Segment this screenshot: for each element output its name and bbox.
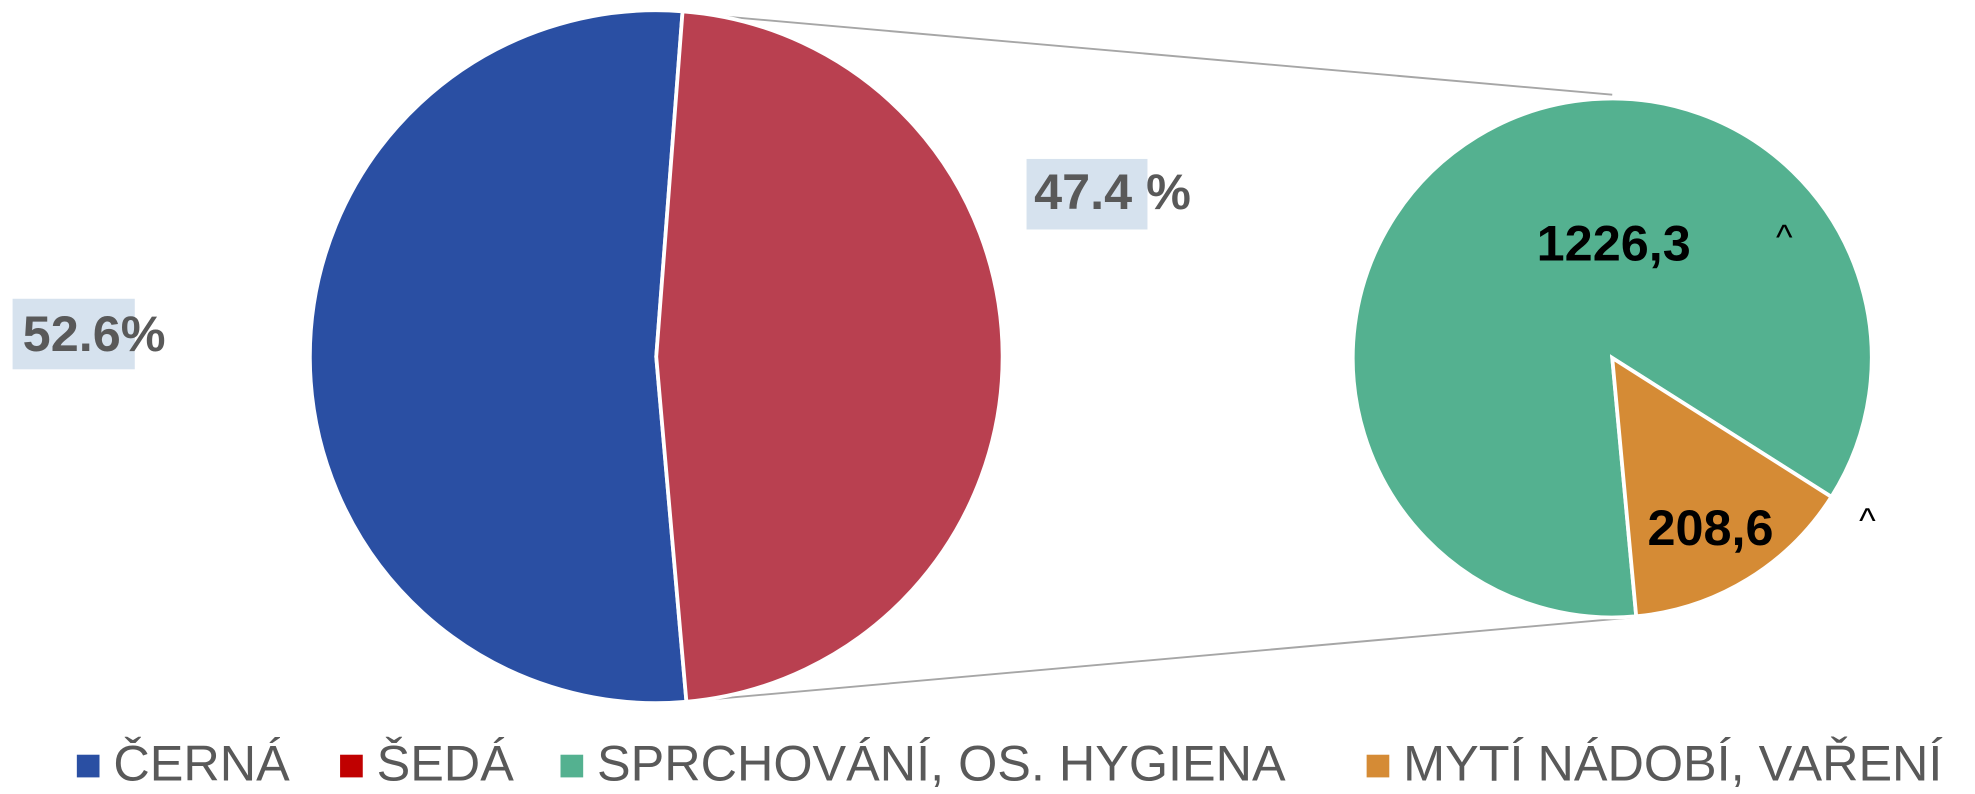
data-label: 47.4 % [1034, 163, 1191, 220]
annotation: ^ [1859, 501, 1876, 540]
data-label: 52.6% [23, 305, 166, 362]
pie-slice [307, 8, 689, 705]
legend-swatch [76, 754, 100, 778]
legend-swatch [560, 754, 584, 778]
legend-swatch [340, 754, 363, 778]
legend-label: MYTÍ NÁDOBÍ, VAŘENÍ [1403, 735, 1942, 792]
label-highlight [12, 298, 135, 370]
legend-swatch [1366, 754, 1390, 778]
label-highlight [1026, 158, 1148, 230]
legend-label: ČERNÁ [113, 735, 290, 792]
data-label: 1226,3 [1537, 214, 1691, 271]
legend-label: SPRCHOVÁNÍ, OS. HYGIENA [597, 735, 1286, 792]
pie-slice [1610, 354, 1835, 619]
pie-slice [654, 9, 1005, 704]
connector-line [682, 616, 1633, 703]
pie-slice [1350, 96, 1874, 620]
annotation: ^ [1776, 218, 1793, 257]
legend-label: ŠEDÁ [377, 735, 515, 792]
connector-line [682, 11, 1613, 96]
data-label: 208,6 [1648, 499, 1774, 556]
